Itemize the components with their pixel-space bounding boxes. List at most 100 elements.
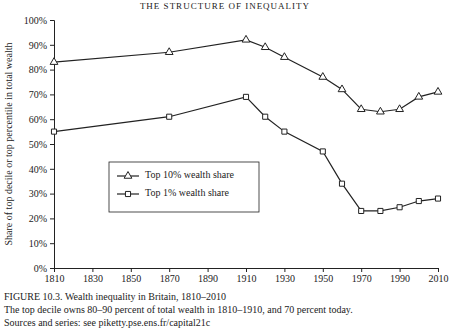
series-marker <box>397 205 402 210</box>
plot: 0% 10% 20% 30% 40% 50% 60% 70% 80% 90% 100% 1810 183… <box>24 15 449 284</box>
x-tick-mark <box>438 268 439 272</box>
legend-box <box>109 162 259 212</box>
legend: Top 10% wealth share Top 1% wealth share <box>109 162 259 212</box>
series-marker <box>357 105 365 112</box>
x-tick-mark <box>246 268 247 272</box>
series-marker <box>242 35 250 42</box>
x-axis-line <box>55 269 439 273</box>
x-tick: 2010 <box>429 268 449 284</box>
series-marker <box>320 149 325 154</box>
y-tick-label: 40% <box>29 164 47 175</box>
series-marker <box>378 208 383 213</box>
x-tick: 1970 <box>352 268 372 284</box>
x-tick-label: 1950 <box>313 273 333 284</box>
series-marker <box>434 87 442 94</box>
y-tick: 30% <box>29 188 54 199</box>
series-marker <box>435 196 440 201</box>
y-tick-label: 60% <box>29 114 47 125</box>
y-tick-mark <box>50 144 54 145</box>
y-tick-mark <box>50 45 54 46</box>
series-marker <box>339 181 344 186</box>
x-tick-mark <box>54 268 55 272</box>
y-tick: 90% <box>29 40 54 51</box>
x-tick-label: 1910 <box>237 273 257 284</box>
series-marker <box>50 58 58 65</box>
y-tick-mark <box>50 169 54 170</box>
y-tick-label: 100% <box>24 15 47 26</box>
y-tick-mark <box>50 194 54 195</box>
y-tick-mark <box>50 268 54 269</box>
series-marker <box>377 107 385 114</box>
figure-title: FIGURE 10.3. Wealth inequality in Britai… <box>4 291 226 302</box>
y-tick-label: 20% <box>29 213 47 224</box>
legend-marker <box>124 172 132 179</box>
y-tick-label: 0% <box>34 263 47 274</box>
y-tick-label: 50% <box>29 139 47 150</box>
series-marker <box>338 85 346 92</box>
figure-subtitle: The top decile owns 80–90 percent of tot… <box>4 304 353 315</box>
x-tick-label: 1870 <box>160 273 180 284</box>
series-marker <box>261 43 269 50</box>
legend-label: Top 1% wealth share <box>145 187 230 198</box>
series-marker <box>416 198 421 203</box>
y-tick: 50% <box>29 139 54 150</box>
x-tick: 1990 <box>390 268 410 284</box>
x-axis: 1810 1830 1850 1870 1890 1910 1930 1950 1970 1990… <box>45 268 449 284</box>
y-axis: 0% 10% 20% 30% 40% 50% 60% 70% 80% 90% 100% <box>24 15 55 274</box>
series-marker <box>359 208 364 213</box>
y-tick-mark <box>50 243 54 244</box>
chart-container: THE STRUCTURE OF INEQUALITY 0% 10% 20% 30% 40… <box>0 0 450 332</box>
x-tick-label: 1990 <box>390 273 410 284</box>
y-tick-label: 90% <box>29 40 47 51</box>
series-marker <box>415 92 423 99</box>
series-marker <box>282 129 287 134</box>
x-tick-mark <box>208 268 209 272</box>
legend-label: Top 10% wealth share <box>145 169 235 180</box>
series-group <box>50 35 442 213</box>
x-tick-mark <box>400 268 401 272</box>
y-tick: 60% <box>29 114 54 125</box>
y-axis-title: Share of top decile or top percentile in… <box>3 43 14 246</box>
y-tick-mark <box>50 70 54 71</box>
chart-svg: THE STRUCTURE OF INEQUALITY 0% 10% 20% 30% 40… <box>0 0 450 332</box>
series-marker <box>165 48 173 55</box>
series-marker <box>243 94 248 99</box>
series-marker <box>167 114 172 119</box>
y-tick-mark <box>50 20 54 21</box>
y-tick-label: 70% <box>29 89 47 100</box>
y-tick: 80% <box>29 64 54 75</box>
y-tick: 40% <box>29 164 54 175</box>
y-tick: 100% <box>24 15 54 26</box>
x-tick-label: 1830 <box>83 273 103 284</box>
legend-marker <box>125 191 130 196</box>
series-marker <box>51 129 56 134</box>
x-tick-mark <box>323 268 324 272</box>
x-tick-label: 1850 <box>121 273 141 284</box>
y-tick: 20% <box>29 213 54 224</box>
series-marker <box>396 105 404 112</box>
x-tick-label: 1810 <box>45 273 65 284</box>
x-tick-label: 1890 <box>198 273 218 284</box>
x-tick-mark <box>284 268 285 272</box>
y-tick: 70% <box>29 89 54 100</box>
x-tick: 1930 <box>275 268 295 284</box>
y-tick-mark <box>50 218 54 219</box>
x-tick: 1830 <box>83 268 103 284</box>
x-tick-label: 1930 <box>275 273 295 284</box>
x-tick: 1910 <box>237 268 257 284</box>
x-tick: 1810 <box>45 268 65 284</box>
x-tick: 1850 <box>121 268 141 284</box>
y-tick-label: 80% <box>29 64 47 75</box>
y-tick-mark <box>50 119 54 120</box>
x-tick: 1950 <box>313 268 333 284</box>
series-marker <box>319 73 327 80</box>
x-tick-mark <box>361 268 362 272</box>
x-tick-mark <box>92 268 93 272</box>
y-tick: 0% <box>34 263 54 274</box>
running-header: THE STRUCTURE OF INEQUALITY <box>140 1 310 11</box>
x-tick: 1870 <box>160 268 180 284</box>
y-tick-label: 10% <box>29 238 47 249</box>
series-line <box>54 40 438 112</box>
y-tick: 10% <box>29 238 54 249</box>
y-tick-label: 30% <box>29 188 47 199</box>
